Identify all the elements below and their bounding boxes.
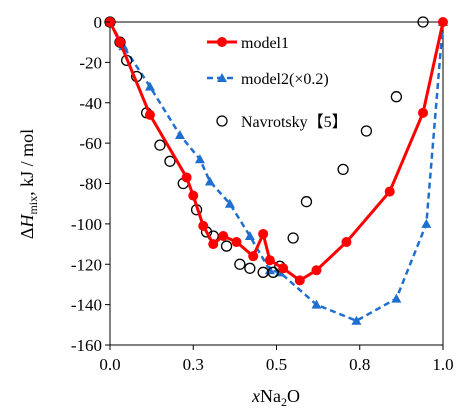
x-tick-label: 0.0 [99,355,120,374]
legend-marker-navrotsky [216,115,228,127]
point-model1 [384,186,395,197]
legend-label-navrotsky: Navrotsky【5】 [241,114,348,131]
point-model2 [391,293,402,303]
x-tick-label: 1.0 [432,355,453,374]
legend-label-model1: model1 [241,35,289,52]
point-model1 [218,230,229,241]
point-model1 [231,237,242,248]
point-navrotsky [417,16,429,28]
point-navrotsky [234,258,246,270]
point-model1 [278,263,289,274]
point-navrotsky [267,266,279,278]
point-model1 [188,190,199,201]
point-model2 [224,198,235,208]
series-line-model2 [108,21,445,323]
series-line-model1 [108,21,445,282]
point-model2 [194,154,205,164]
y-tick-label: -60 [79,134,102,153]
y-tick-label: -40 [79,94,102,113]
point-model2 [351,315,362,325]
legend-marker-model1 [217,37,227,47]
x-tick-label: 0.8 [349,355,370,374]
point-model1 [294,275,305,286]
point-navrotsky [337,163,349,176]
point-navrotsky [360,125,373,137]
y-tick-label: -160 [71,336,102,355]
x-tick-label: 0.5 [266,355,287,374]
x-axis-title: xNa2O [251,386,300,408]
point-navrotsky [287,232,299,244]
point-model1 [198,220,209,231]
point-model1 [258,228,269,239]
y-tick-label: -120 [71,255,102,274]
y-tick-label: -100 [71,215,102,234]
point-model2 [244,230,255,240]
point-navrotsky [244,262,256,274]
point-model1 [418,107,429,118]
point-navrotsky [154,139,166,151]
point-model2 [311,299,322,309]
point-model2 [204,176,215,186]
point-model1 [341,237,352,248]
point-model1 [208,239,219,250]
point-model1 [438,17,448,27]
point-model2 [174,130,185,140]
point-model1 [248,251,259,262]
point-model1 [181,172,192,183]
point-model2 [144,81,155,91]
point-model1 [114,37,125,48]
point-navrotsky [300,196,313,208]
legend: model1 model2(×0.2) Navrotsky【5】 [207,35,348,131]
series-layer [104,16,448,325]
y-tick-label: 0 [94,13,103,32]
point-navrotsky [220,240,233,252]
point-model1 [311,265,322,276]
x-tick-label: 0.3 [183,355,204,374]
y-tick-label: -140 [71,296,102,315]
point-model1 [264,255,275,266]
y-tick-label: -20 [79,53,102,72]
point-navrotsky [164,155,176,167]
legend-label-model2: model2(×0.2) [241,71,329,88]
y-axis-title: ΔHmix, kJ / mol [17,129,40,239]
point-model1 [144,109,155,120]
point-navrotsky [390,91,403,103]
point-model2 [421,218,432,228]
y-tick-label: -80 [79,175,102,194]
legend-marker-model2 [217,73,227,82]
point-model2 [264,265,275,275]
